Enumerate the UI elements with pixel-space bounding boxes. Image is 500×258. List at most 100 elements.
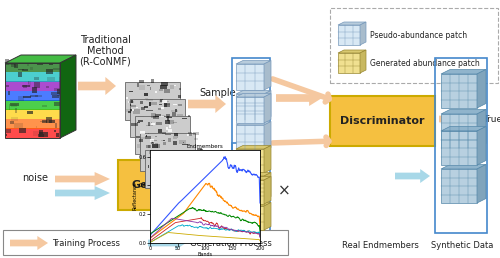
Bar (54, 123, 57, 128)
Bar (177, 168, 180, 170)
Bar (179, 88, 180, 90)
Bar (156, 91, 158, 93)
Bar (166, 134, 172, 135)
Bar (22, 61, 28, 64)
Polygon shape (264, 93, 271, 123)
Polygon shape (78, 77, 116, 95)
Bar (6, 134, 8, 136)
Bar (34, 83, 40, 88)
Polygon shape (236, 206, 264, 230)
Bar (46, 86, 49, 88)
Bar (162, 83, 168, 86)
Bar (166, 117, 172, 118)
Bar (160, 107, 164, 109)
Bar (152, 102, 157, 105)
Polygon shape (441, 114, 477, 148)
Bar (150, 122, 152, 124)
Bar (132, 109, 134, 111)
Bar (179, 165, 186, 168)
Bar (193, 153, 196, 154)
Bar (145, 136, 151, 139)
Bar (5, 91, 60, 101)
Bar (150, 139, 154, 142)
Bar (130, 109, 132, 111)
Bar (128, 101, 134, 103)
Text: Generator: Generator (132, 180, 194, 190)
Bar (5, 81, 60, 91)
Bar (22, 85, 28, 88)
Bar (175, 155, 182, 157)
Bar (175, 162, 179, 166)
Bar (12, 63, 16, 67)
Text: ·
·
·: · · · (250, 181, 252, 200)
Bar (30, 67, 33, 70)
Polygon shape (477, 165, 486, 203)
Bar (179, 140, 186, 144)
Bar (183, 162, 186, 165)
Bar (58, 92, 66, 96)
Bar (5, 100, 60, 110)
Title: Endmembers: Endmembers (186, 143, 224, 149)
Bar (5, 109, 60, 119)
Bar (157, 152, 160, 155)
Polygon shape (236, 93, 271, 97)
Bar (148, 122, 150, 126)
Bar (173, 104, 177, 105)
Bar (148, 133, 150, 134)
Bar (54, 68, 60, 70)
Bar (150, 165, 152, 167)
Bar (187, 167, 193, 171)
Bar (50, 92, 56, 95)
Bar (170, 85, 174, 89)
Bar (32, 87, 37, 93)
Text: (R-CoNMF): (R-CoNMF) (79, 57, 131, 67)
Bar (50, 120, 56, 124)
Bar (187, 144, 188, 145)
Bar (163, 155, 165, 157)
Polygon shape (148, 236, 186, 250)
Bar (56, 133, 59, 137)
Bar (5, 63, 60, 138)
Bar (173, 136, 176, 139)
Bar (11, 117, 18, 121)
Bar (162, 140, 163, 141)
Bar (6, 129, 11, 133)
Bar (169, 125, 170, 128)
Bar (5, 62, 60, 72)
Bar (146, 125, 152, 126)
Bar (175, 109, 178, 112)
Bar (156, 122, 162, 125)
Bar (167, 116, 170, 121)
Bar (152, 153, 155, 155)
Bar (152, 144, 158, 148)
Bar (26, 64, 29, 66)
Text: Pseudo-abundance patch: Pseudo-abundance patch (370, 30, 467, 39)
Bar (166, 120, 170, 124)
Bar (174, 133, 178, 135)
Polygon shape (236, 125, 264, 151)
Bar (28, 82, 29, 84)
Bar (40, 132, 48, 137)
Text: Traditional: Traditional (80, 35, 130, 45)
Text: True or False?: True or False? (483, 115, 500, 124)
Polygon shape (264, 60, 271, 90)
Polygon shape (264, 176, 271, 204)
Polygon shape (338, 25, 360, 45)
Bar (140, 101, 143, 104)
Bar (194, 138, 198, 140)
Bar (182, 164, 184, 166)
Polygon shape (360, 22, 366, 45)
Bar (126, 97, 128, 99)
Bar (164, 89, 170, 93)
Polygon shape (236, 176, 264, 200)
Bar (49, 61, 52, 65)
Bar (184, 171, 188, 174)
Bar (170, 166, 171, 170)
Bar (6, 85, 9, 87)
Bar (164, 171, 170, 173)
Bar (150, 140, 154, 144)
Bar (150, 162, 152, 165)
Bar (139, 79, 143, 83)
Bar (182, 144, 188, 145)
Polygon shape (477, 109, 486, 148)
